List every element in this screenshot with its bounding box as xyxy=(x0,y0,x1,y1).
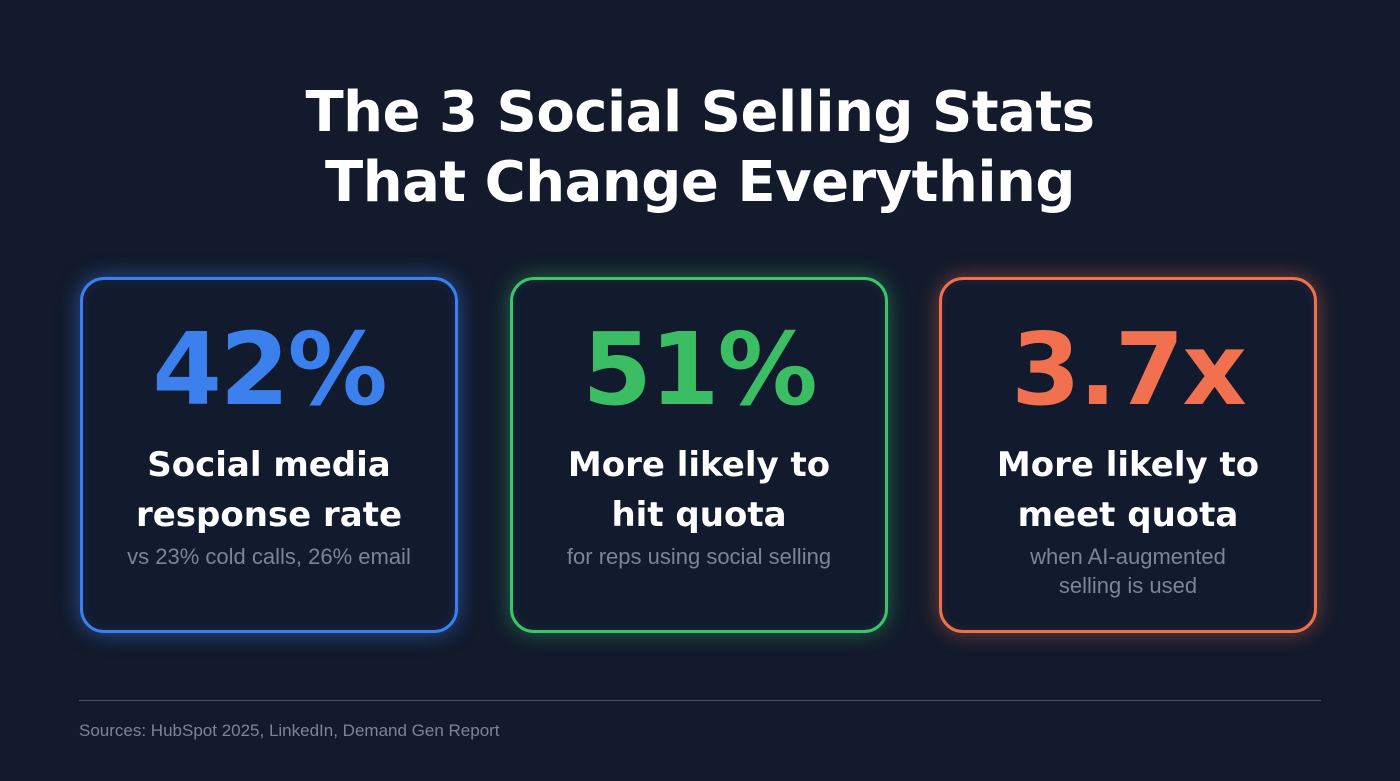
stat-subtext: vs 23% cold calls, 26% email xyxy=(83,542,455,571)
stat-label-line-2: meet quota xyxy=(1017,495,1239,535)
stat-card-hit-quota: 51% More likely to hit quota for reps us… xyxy=(510,277,888,633)
stat-value: 3.7x xyxy=(1011,311,1247,428)
sources-text: Sources: HubSpot 2025, LinkedIn, Demand … xyxy=(79,721,500,740)
stat-card-response-rate: 42% Social media response rate vs 23% co… xyxy=(80,277,458,633)
stat-value: 51% xyxy=(582,311,817,428)
title-line-2: That Change Everything xyxy=(325,150,1075,215)
stat-label: More likely to hit quota xyxy=(513,440,885,540)
stat-value: 42% xyxy=(152,311,387,428)
page-title: The 3 Social Selling Stats That Change E… xyxy=(0,78,1400,218)
stat-subtext-line-1: vs 23% cold calls, 26% email xyxy=(127,544,411,569)
stat-subtext: when AI-augmented selling is used xyxy=(942,542,1314,600)
stat-label: More likely to meet quota xyxy=(942,440,1314,540)
stat-subtext-line-1: when AI-augmented xyxy=(1030,544,1226,569)
stat-label-line-2: hit quota xyxy=(611,495,787,535)
stat-subtext-line-1: for reps using social selling xyxy=(566,544,832,569)
stat-card-meet-quota: 3.7x More likely to meet quota when AI-a… xyxy=(939,277,1317,633)
footer-divider xyxy=(79,700,1321,701)
stat-label-line-1: Social media xyxy=(147,445,391,485)
stat-subtext: for reps using social selling xyxy=(513,542,885,571)
stat-subtext-line-2: selling is used xyxy=(1058,573,1198,598)
title-line-1: The 3 Social Selling Stats xyxy=(305,80,1095,145)
stat-label-line-1: More likely to xyxy=(996,445,1260,485)
stat-label-line-2: response rate xyxy=(135,495,403,535)
stat-label: Social media response rate xyxy=(83,440,455,540)
stat-label-line-1: More likely to xyxy=(567,445,831,485)
